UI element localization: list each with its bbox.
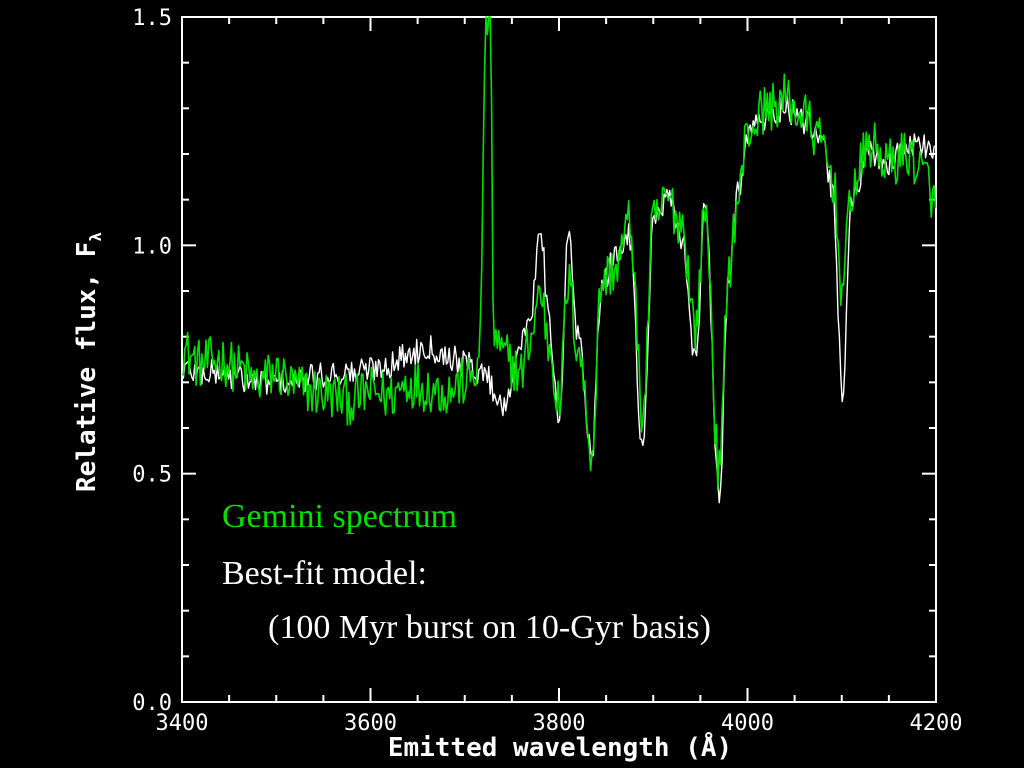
legend-best-fit-model: Best-fit model: — [222, 555, 427, 592]
y-axis-title-main: Relative flux, F — [72, 242, 102, 492]
y-axis-title: Relative flux, Fλ — [72, 232, 105, 492]
plot-frame — [181, 16, 937, 703]
y-tick-label: 1.5 — [132, 6, 172, 31]
x-tick-label: 4200 — [910, 711, 963, 736]
y-tick-labels: 0.0 0.5 1.0 1.5 — [132, 6, 172, 716]
best-fit-model-line — [181, 94, 936, 504]
x-tick-label: 4000 — [721, 711, 774, 736]
x-tick-label: 3800 — [533, 711, 586, 736]
x-axis-title: Emitted wavelength (Å) — [388, 731, 732, 763]
x-tick-label: 3400 — [156, 711, 209, 736]
series-group — [181, 16, 937, 504]
x-tick-label: 3600 — [344, 711, 397, 736]
y-axis-title-subscript: λ — [86, 232, 105, 242]
gemini-spectrum-line — [181, 16, 937, 491]
axis-ticks — [181, 16, 937, 703]
y-tick-label: 0.0 — [132, 691, 172, 716]
x-tick-labels: 3400 3600 3800 4000 4200 — [156, 711, 963, 736]
legend-model-description: (100 Myr burst on 10-Gyr basis) — [268, 609, 711, 646]
y-tick-label: 0.5 — [132, 463, 172, 488]
y-tick-label: 1.0 — [132, 234, 172, 259]
legend-gemini-spectrum: Gemini spectrum — [222, 498, 457, 535]
